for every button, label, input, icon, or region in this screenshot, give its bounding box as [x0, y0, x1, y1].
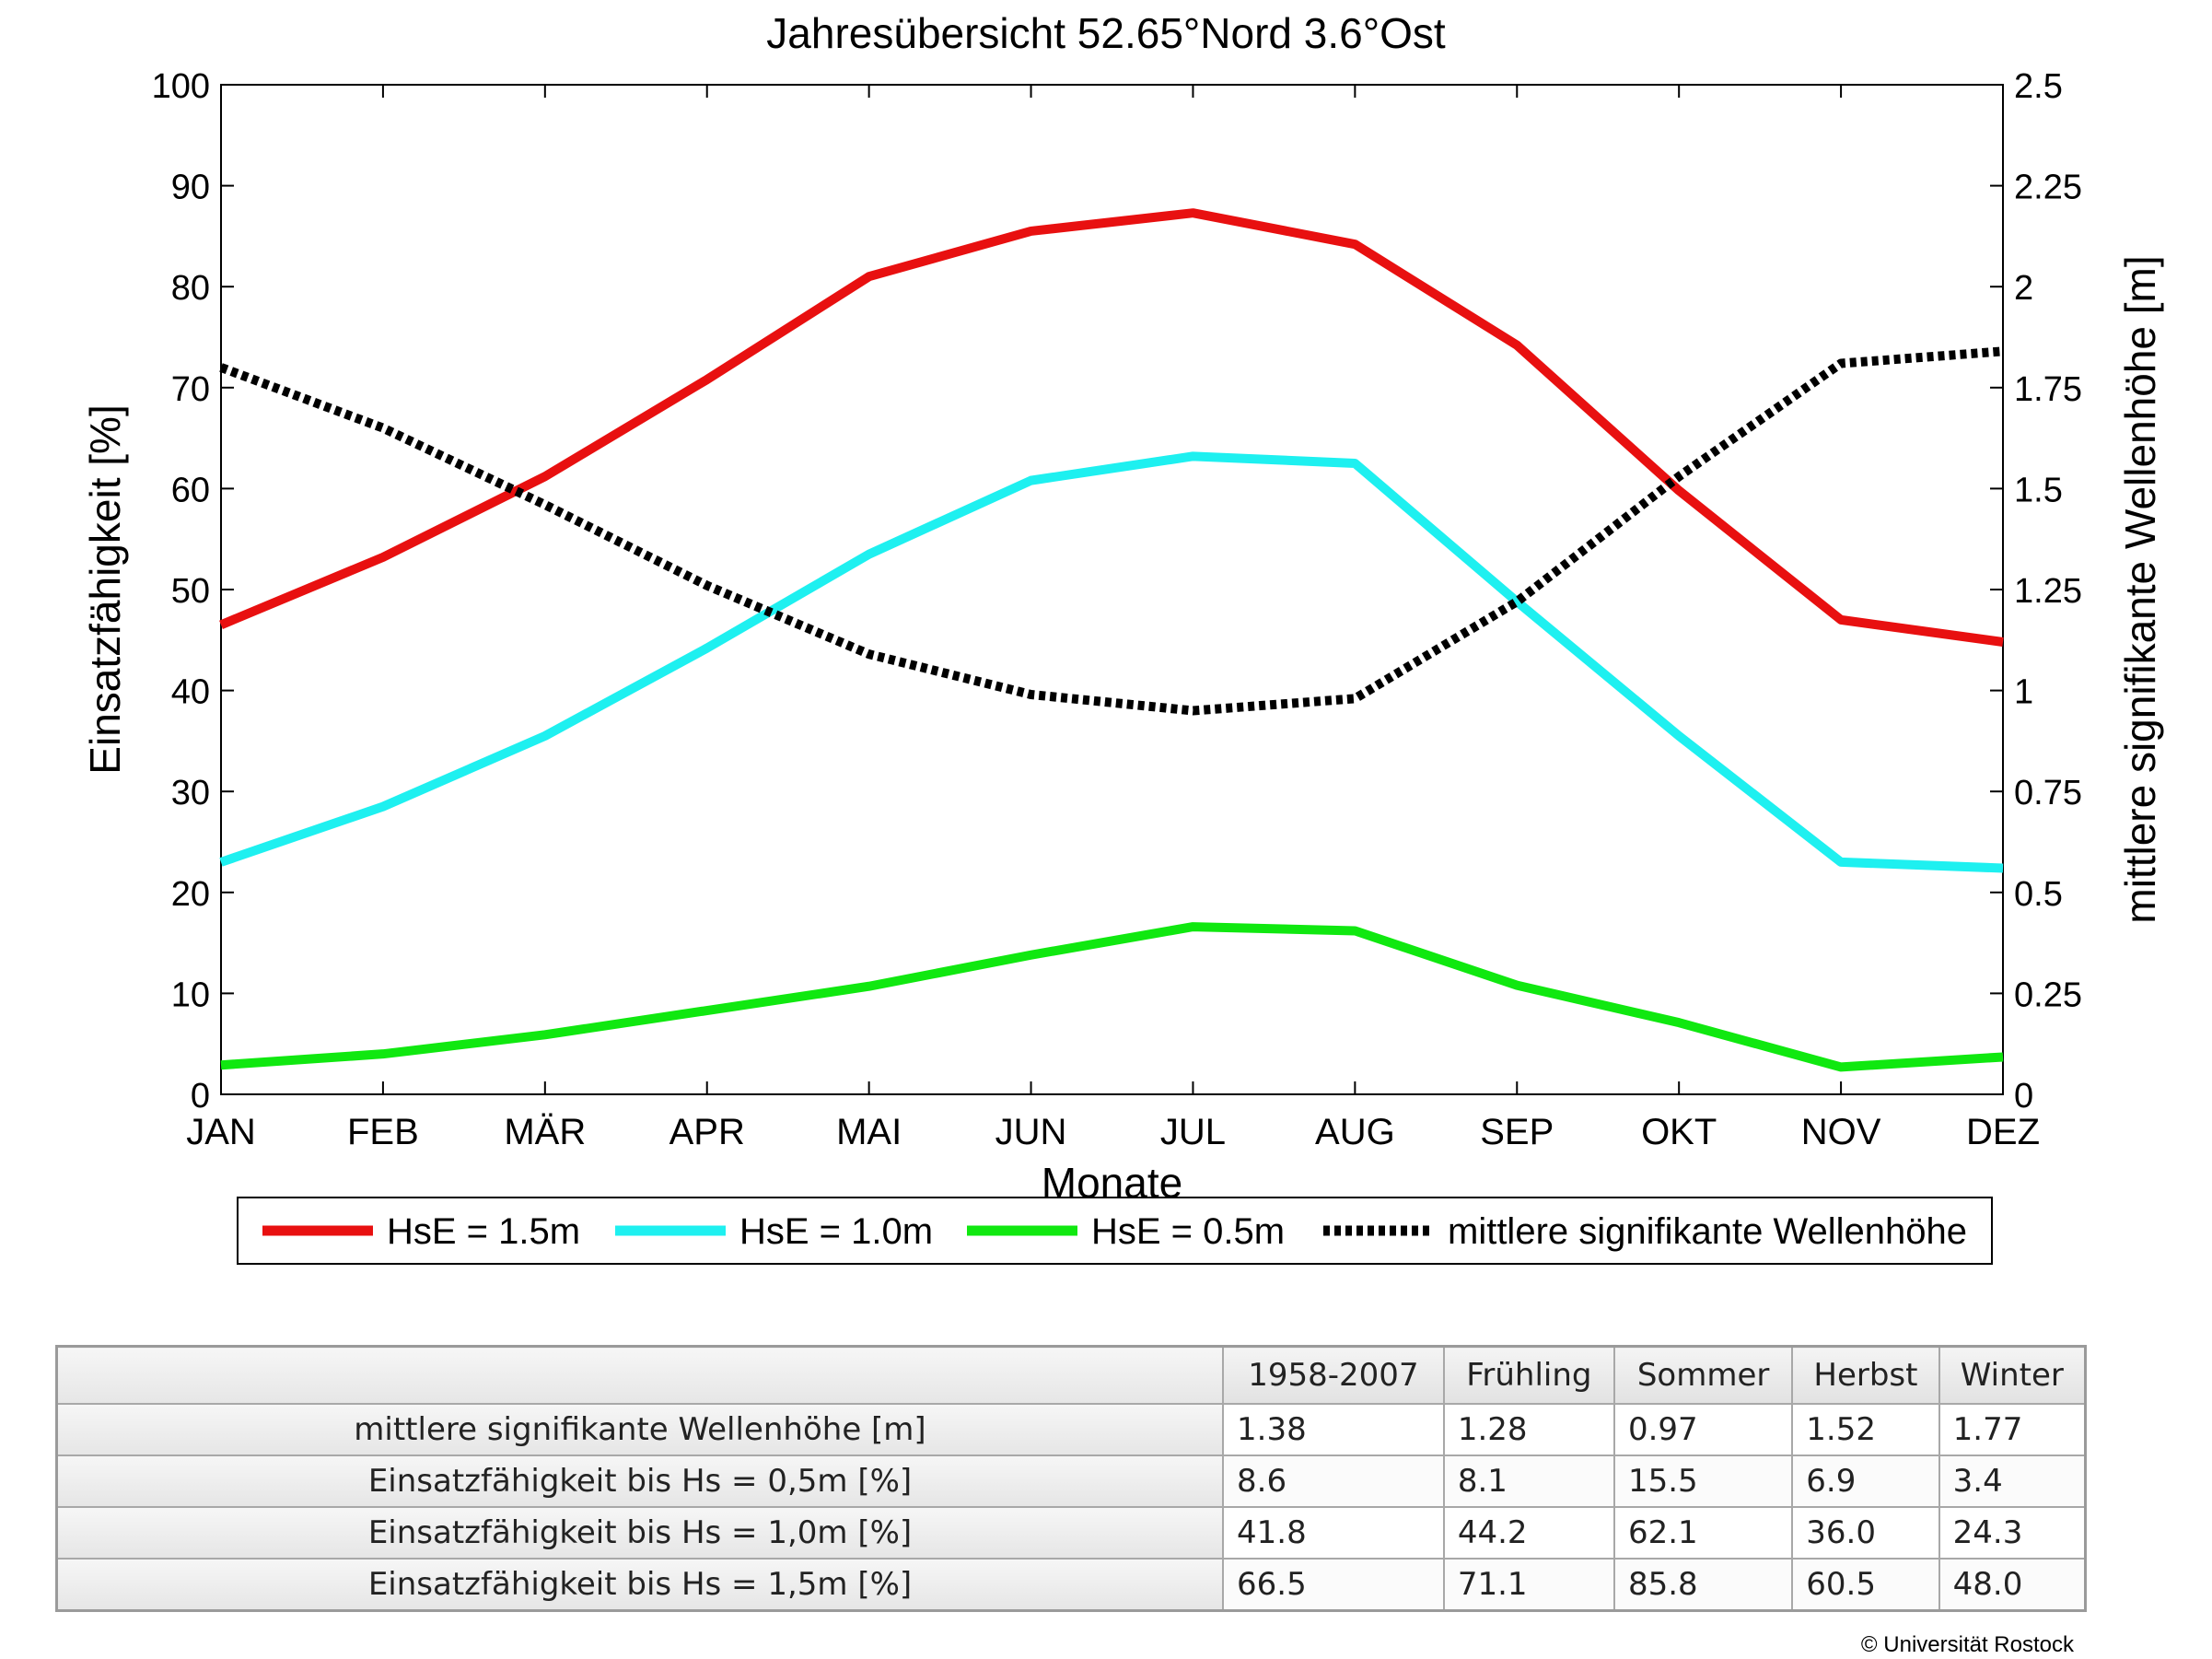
x-tick-label: AUG	[1315, 1112, 1395, 1152]
table-row: Einsatzfähigkeit bis Hs = 1,5m [%] 66.5 …	[55, 1558, 2087, 1612]
left-y-axis: 0 10 20 30 40 50 60 70 80 90 100	[152, 67, 234, 1116]
table-cell: 1.77	[1938, 1403, 2087, 1456]
column-header: Herbst	[1791, 1345, 1940, 1405]
row-label: mittlere signifikante Wellenhöhe [m]	[55, 1403, 1224, 1456]
legend: HsE = 1.5m HsE = 1.0m HsE = 0.5m mittlere s…	[237, 1197, 1993, 1265]
x-tick-label: JAN	[186, 1112, 256, 1152]
row-label: Einsatzfähigkeit bis Hs = 1,0m [%]	[55, 1506, 1224, 1560]
table-cell: 1.52	[1791, 1403, 1940, 1456]
table-cell: 62.1	[1612, 1506, 1794, 1560]
chart-title: Jahresübersicht 52.65°Nord 3.6°Ost	[766, 9, 1446, 57]
left-tick-label: 0	[191, 1077, 210, 1116]
column-header: 1958-2007	[1222, 1345, 1445, 1405]
column-header: Frühling	[1442, 1345, 1615, 1405]
row-label: Einsatzfähigkeit bis Hs = 0,5m [%]	[55, 1455, 1224, 1508]
x-tick-label: MAI	[836, 1112, 902, 1152]
table-cell: 24.3	[1938, 1506, 2087, 1560]
right-tick-label: 2.5	[2014, 67, 2063, 106]
table-cell: 3.4	[1938, 1455, 2087, 1508]
table-corner-cell	[55, 1345, 1224, 1405]
table-cell: 15.5	[1612, 1455, 1794, 1508]
legend-label: mittlere signifikante Wellenhöhe	[1448, 1211, 1967, 1252]
table-cell: 6.9	[1791, 1455, 1940, 1508]
chart: Jahresübersicht 52.65°Nord 3.6°Ost 01020…	[81, 9, 2164, 1265]
right-tick-label: 0	[2014, 1077, 2033, 1116]
copyright-notice: © Universität Rostock	[1860, 1632, 2074, 1657]
column-header: Sommer	[1612, 1345, 1794, 1405]
left-tick-label: 40	[171, 673, 210, 712]
right-tick-label: 2	[2014, 269, 2033, 308]
table-cell: 66.5	[1222, 1558, 1445, 1612]
left-tick-label: 20	[171, 875, 210, 914]
legend-label: HsE = 1.0m	[739, 1211, 933, 1252]
table-cell: 60.5	[1791, 1558, 1940, 1612]
table-cell: 8.1	[1442, 1455, 1615, 1508]
series-line-1	[219, 208, 2004, 647]
left-tick-label: 70	[171, 370, 210, 409]
x-tick-label: SEP	[1480, 1112, 1554, 1152]
right-tick-label: 1.75	[2014, 370, 2082, 409]
table-cell: 44.2	[1442, 1506, 1615, 1560]
column-header: Winter	[1938, 1345, 2087, 1405]
summary-table: 1958-2007 Frühling Sommer Herbst Winter …	[55, 1345, 2087, 1612]
x-tick-label: MÄR	[504, 1112, 586, 1152]
x-tick-label: DEZ	[1966, 1112, 2040, 1152]
table-cell: 1.28	[1442, 1403, 1615, 1456]
series-line-3	[220, 922, 2004, 1072]
left-tick-label: 80	[171, 269, 210, 308]
table-cell: 71.1	[1442, 1558, 1615, 1612]
table-row: Einsatzfähigkeit bis Hs = 0,5m [%] 8.6 8…	[55, 1455, 2087, 1508]
left-tick-label: 30	[171, 774, 210, 812]
table-cell: 41.8	[1222, 1506, 1445, 1560]
right-tick-label: 2.25	[2014, 169, 2082, 207]
left-tick-label: 100	[152, 67, 210, 106]
series-line-4	[219, 346, 2004, 716]
table-row: mittlere signifikante Wellenhöhe [m] 1.3…	[55, 1403, 2087, 1456]
right-y-axis-label: mittlere signifikante Wellenhöhe [m]	[2116, 255, 2164, 923]
table-row: Einsatzfähigkeit bis Hs = 1,0m [%] 41.8 …	[55, 1506, 2087, 1560]
table-cell: 0.97	[1612, 1403, 1794, 1456]
legend-label: HsE = 1.5m	[387, 1211, 580, 1252]
left-tick-label: 90	[171, 169, 210, 207]
left-tick-label: 60	[171, 471, 210, 509]
table-cell: 36.0	[1791, 1506, 1940, 1560]
x-tick-label: JUL	[1160, 1112, 1226, 1152]
left-tick-label: 50	[171, 572, 210, 611]
x-tick-label: APR	[669, 1112, 745, 1152]
table-cell: 1.38	[1222, 1403, 1445, 1456]
x-tick-label: NOV	[1801, 1112, 1881, 1152]
row-label: Einsatzfähigkeit bis Hs = 1,5m [%]	[55, 1558, 1224, 1612]
series-line-2	[219, 451, 2004, 873]
right-tick-label: 0.75	[2014, 774, 2082, 812]
table-cell: 8.6	[1222, 1455, 1445, 1508]
right-tick-label: 1.25	[2014, 572, 2082, 611]
table-cell: 48.0	[1938, 1558, 2087, 1612]
right-y-axis: 0 0.25 0.5 0.75 1 1.25 1.5 1.75 2 2.25 2.5	[1990, 67, 2082, 1116]
table-header-row: 1958-2007 Frühling Sommer Herbst Winter	[55, 1345, 2087, 1405]
right-tick-label: 1.5	[2014, 471, 2063, 509]
legend-box	[237, 1197, 1993, 1265]
right-tick-label: 0.25	[2014, 976, 2082, 1014]
right-tick-label: 1	[2014, 673, 2033, 712]
left-y-axis-label: Einsatzfähigkeit [%]	[81, 404, 129, 774]
series-layer	[219, 208, 2004, 1072]
x-tick-label: JUN	[995, 1112, 1067, 1152]
x-axis: JAN FEB MÄR APR MAI JUN JUL AUG SEP OKT NOV DEZ	[186, 85, 2040, 1152]
legend-label: HsE = 0.5m	[1091, 1211, 1285, 1252]
table-cell: 85.8	[1612, 1558, 1794, 1612]
x-tick-label: FEB	[347, 1112, 419, 1152]
left-tick-label: 10	[171, 976, 210, 1014]
right-tick-label: 0.5	[2014, 875, 2063, 914]
x-tick-label: OKT	[1641, 1112, 1717, 1152]
